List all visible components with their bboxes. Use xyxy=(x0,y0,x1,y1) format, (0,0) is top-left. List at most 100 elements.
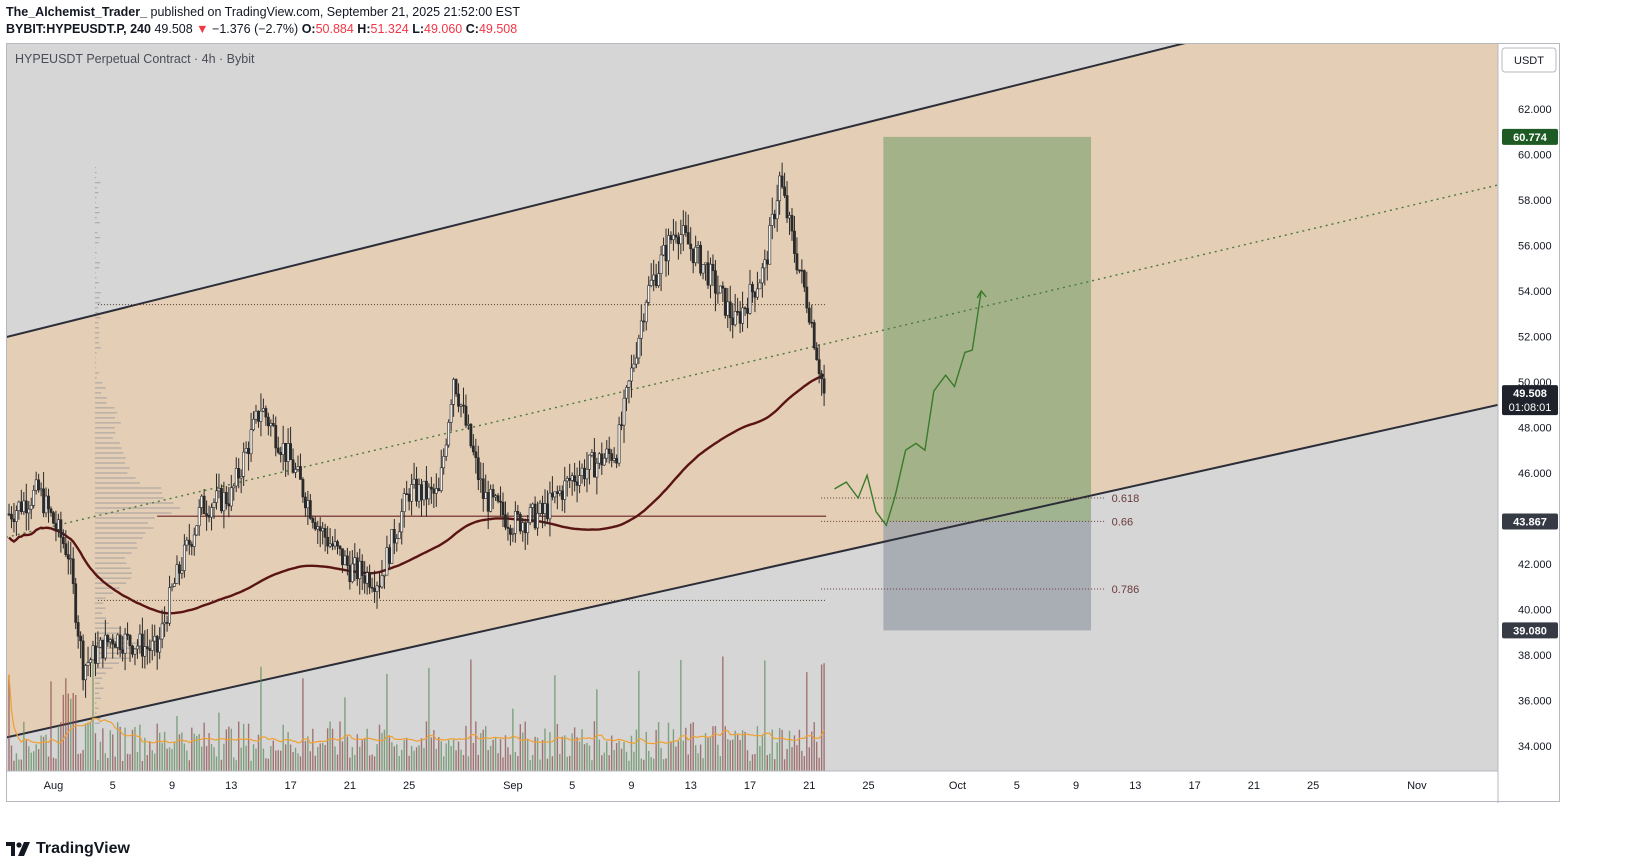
candle-body xyxy=(637,337,641,359)
candle-body xyxy=(49,508,53,513)
candle-body xyxy=(308,500,312,519)
candle-body xyxy=(190,544,194,547)
currency-button[interactable]: USDT xyxy=(1501,47,1557,73)
candle-body xyxy=(178,564,181,574)
candle-body xyxy=(39,488,43,491)
candle-body xyxy=(521,522,525,532)
candle-body xyxy=(266,416,270,427)
candle-body xyxy=(343,555,347,566)
close-label: C: xyxy=(465,22,479,36)
channel-fill xyxy=(6,43,1498,738)
candle xyxy=(780,162,784,189)
time-tick-label: 9 xyxy=(1073,780,1079,792)
candle-body xyxy=(185,539,189,546)
candle xyxy=(274,416,278,457)
candle-body xyxy=(469,423,473,447)
candle-body xyxy=(432,488,436,494)
candle-body xyxy=(689,243,693,250)
candle xyxy=(462,387,465,414)
candle xyxy=(659,245,663,292)
candle-body xyxy=(303,496,307,509)
candle xyxy=(197,499,201,536)
price-tick-label: 52.000 xyxy=(1518,331,1552,343)
candle-body xyxy=(387,547,391,564)
candle-body xyxy=(553,491,557,498)
last-price-label: 49.508 01:08:01 xyxy=(1502,385,1558,416)
tradingview-logo[interactable]: TradingView xyxy=(6,840,130,858)
candle xyxy=(511,527,515,543)
candle-body xyxy=(44,495,48,514)
candle-body xyxy=(284,442,288,462)
price-axis[interactable]: 62.00060.00058.00056.00054.00052.00050.0… xyxy=(1518,104,1552,753)
candle-body xyxy=(244,448,248,453)
candle xyxy=(15,505,18,536)
time-tick-label: 5 xyxy=(1014,780,1020,792)
candle xyxy=(496,493,500,504)
time-axis[interactable]: Aug 5 9 13 17 21 25 Sep 5 9 13 17 21 25 Oct 5 9 13 17 21 25 N… xyxy=(44,780,1428,792)
time-tick-label: 5 xyxy=(569,780,575,792)
candle-body xyxy=(578,475,581,486)
author-name[interactable]: The_Alchemist_Trader_ xyxy=(6,5,148,19)
candle xyxy=(439,449,443,493)
candle-body xyxy=(778,175,782,202)
time-tick-label: 9 xyxy=(628,780,634,792)
time-tick-label: 25 xyxy=(403,780,415,792)
time-tick-label: 13 xyxy=(225,780,237,792)
candle xyxy=(506,512,510,541)
candle xyxy=(158,627,162,660)
moving-average-line[interactable] xyxy=(8,373,825,615)
candle xyxy=(81,634,85,691)
candle-body xyxy=(257,410,260,422)
candle-body xyxy=(617,424,621,464)
candle-body xyxy=(815,347,819,360)
candle xyxy=(271,414,275,428)
candle-body xyxy=(543,503,547,514)
candle xyxy=(429,476,433,504)
candle-body xyxy=(54,522,58,530)
candle xyxy=(289,426,292,461)
time-tick-label: Nov xyxy=(1407,780,1427,792)
candle xyxy=(637,334,641,365)
candle-body xyxy=(672,234,675,241)
stop-price-label-bg xyxy=(1502,622,1558,639)
channel-upper-line[interactable] xyxy=(6,43,1498,339)
candle-body xyxy=(47,495,50,510)
candle xyxy=(684,211,688,237)
candle-body xyxy=(718,285,722,294)
candle-body xyxy=(113,643,117,648)
candle-body xyxy=(306,500,310,509)
candle-body xyxy=(491,489,495,498)
channel-lower-line[interactable] xyxy=(6,403,1498,739)
candle xyxy=(805,271,809,314)
candle-body xyxy=(79,635,83,642)
candle-body xyxy=(457,393,460,407)
candle-body xyxy=(363,575,367,584)
candle-body xyxy=(37,479,41,491)
candle-body xyxy=(597,453,601,464)
candle xyxy=(10,506,13,529)
candle-body xyxy=(793,230,796,254)
candle xyxy=(699,241,703,276)
candle xyxy=(264,405,268,426)
fib-label: 0.618 xyxy=(1112,493,1140,505)
projection-path[interactable] xyxy=(834,290,982,527)
candle-body xyxy=(274,425,278,449)
candle-body xyxy=(56,519,60,530)
candle-body xyxy=(296,466,300,470)
candle-body xyxy=(763,259,767,269)
candle xyxy=(195,525,199,537)
candle-body xyxy=(207,515,211,518)
candle-body xyxy=(783,186,786,196)
candle-body xyxy=(348,565,352,583)
candle-body xyxy=(316,526,320,530)
down-arrow-icon: ▼ xyxy=(196,22,209,36)
candle-body xyxy=(728,301,732,319)
candle-body xyxy=(192,534,196,547)
last-price-bg xyxy=(1502,385,1558,416)
candle xyxy=(229,474,233,512)
candle-body xyxy=(71,558,75,585)
price-chart[interactable]: 0.618 0.66 0.786 HYPEUSDT Perpetual Contra… xyxy=(6,43,1566,803)
candle-body xyxy=(234,468,238,487)
candle xyxy=(526,515,530,545)
volume-bars xyxy=(8,655,825,771)
